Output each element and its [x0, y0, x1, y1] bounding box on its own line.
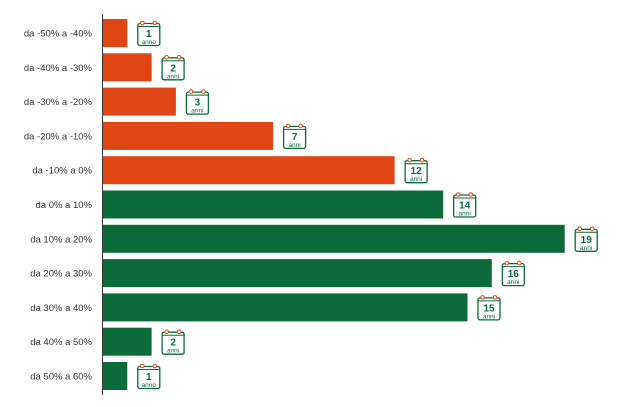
calendar-ring-0 [577, 226, 583, 232]
calendar-body [185, 91, 210, 115]
data-label-value-6: 19 [581, 235, 593, 246]
calendar-ring-1 [201, 89, 206, 94]
category-label-2: da -30% a -20% [24, 97, 93, 108]
calendar-ring-0 [455, 192, 461, 197]
bar-3 [103, 121, 274, 150]
calendar-body [137, 365, 161, 390]
calendar-ring-1 [152, 20, 158, 26]
data-label-value-4: 12 [411, 166, 423, 177]
category-label-8: da 30% a 40% [30, 303, 92, 314]
calendar-body [161, 331, 185, 355]
calendar-ring-0 [140, 363, 145, 369]
data-label-unit-5: anni [459, 211, 471, 218]
bar-9 [103, 327, 152, 356]
category-labels: da -50% a -40% da -40% a -30% da -30% a -2… [24, 29, 93, 383]
calendar-ring-1 [468, 192, 474, 197]
data-label-unit-2: anni [191, 108, 203, 115]
calendar-body [453, 194, 477, 218]
calendar-body [477, 297, 501, 321]
calendar-ring-1 [589, 226, 595, 232]
calendar-ring-0 [164, 329, 169, 335]
data-label-value-2: 3 [195, 98, 201, 109]
data-label-unit-10: anno [142, 382, 157, 389]
data-label-unit-3: anni [288, 142, 300, 149]
bar-8 [103, 293, 468, 322]
calendar-body [501, 262, 525, 287]
data-label-value-8: 15 [483, 303, 495, 314]
calendar-ring-0 [285, 123, 291, 129]
bar-4 [103, 156, 395, 185]
data-label-unit-0: anno [142, 39, 157, 46]
category-label-0: da -50% a -40% [24, 29, 93, 40]
category-label-6: da 10% a 20% [30, 234, 92, 245]
calendar-ring-1 [492, 295, 498, 300]
calendar-ring-0 [504, 260, 510, 266]
data-label-unit-1: anni [167, 73, 179, 80]
calendar-ring-1 [152, 363, 158, 369]
bar-0 [103, 19, 128, 47]
data-label-value-1: 2 [170, 63, 176, 74]
category-label-5: da 0% a 10% [35, 200, 92, 211]
calendar-ring-0 [407, 157, 412, 163]
data-label-unit-6: anni [580, 245, 592, 252]
data-labels: 1anno2anni3anni7anni12anni14anni19anni16… [137, 20, 598, 390]
data-label-value-5: 14 [459, 201, 471, 212]
calendar-ring-0 [480, 295, 485, 300]
calendar-body [137, 22, 161, 47]
data-label-value-7: 16 [508, 269, 520, 280]
data-label-value-9: 2 [170, 338, 176, 349]
category-label-1: da -40% a -30% [24, 63, 93, 74]
data-label-value-0: 1 [146, 29, 152, 40]
calendar-ring-1 [419, 157, 425, 163]
bar-2 [103, 87, 176, 116]
calendar-ring-1 [298, 123, 303, 129]
data-label-unit-9: anni [167, 348, 179, 355]
calendar-body [282, 125, 307, 150]
category-label-7: da 20% a 30% [30, 269, 92, 280]
calendar-body [161, 57, 185, 81]
data-label-value-3: 7 [292, 132, 298, 143]
bar-5 [103, 190, 444, 219]
calendar-ring-1 [176, 329, 182, 335]
data-label-unit-7: anni [507, 279, 519, 286]
bar-7 [103, 259, 492, 288]
calendar-ring-0 [140, 20, 145, 26]
data-label-value-10: 1 [146, 372, 152, 383]
category-label-4: da -10% a 0% [32, 166, 92, 177]
calendar-ring-0 [164, 54, 169, 60]
bar-1 [103, 53, 152, 82]
data-label-unit-4: anni [410, 176, 422, 183]
category-label-3: da -20% a -10% [24, 131, 93, 142]
calendar-ring-1 [176, 54, 182, 60]
category-label-9: da 40% a 50% [30, 337, 92, 348]
data-label-unit-8: anni [483, 313, 495, 320]
calendar-ring-1 [516, 260, 522, 266]
calendar-body [404, 160, 428, 184]
category-label-10: da 50% a 60% [30, 372, 92, 383]
calendar-ring-0 [188, 89, 194, 94]
bars [103, 19, 565, 390]
bar-6 [103, 224, 565, 253]
bar-10 [103, 362, 128, 390]
calendar-body [574, 228, 598, 252]
